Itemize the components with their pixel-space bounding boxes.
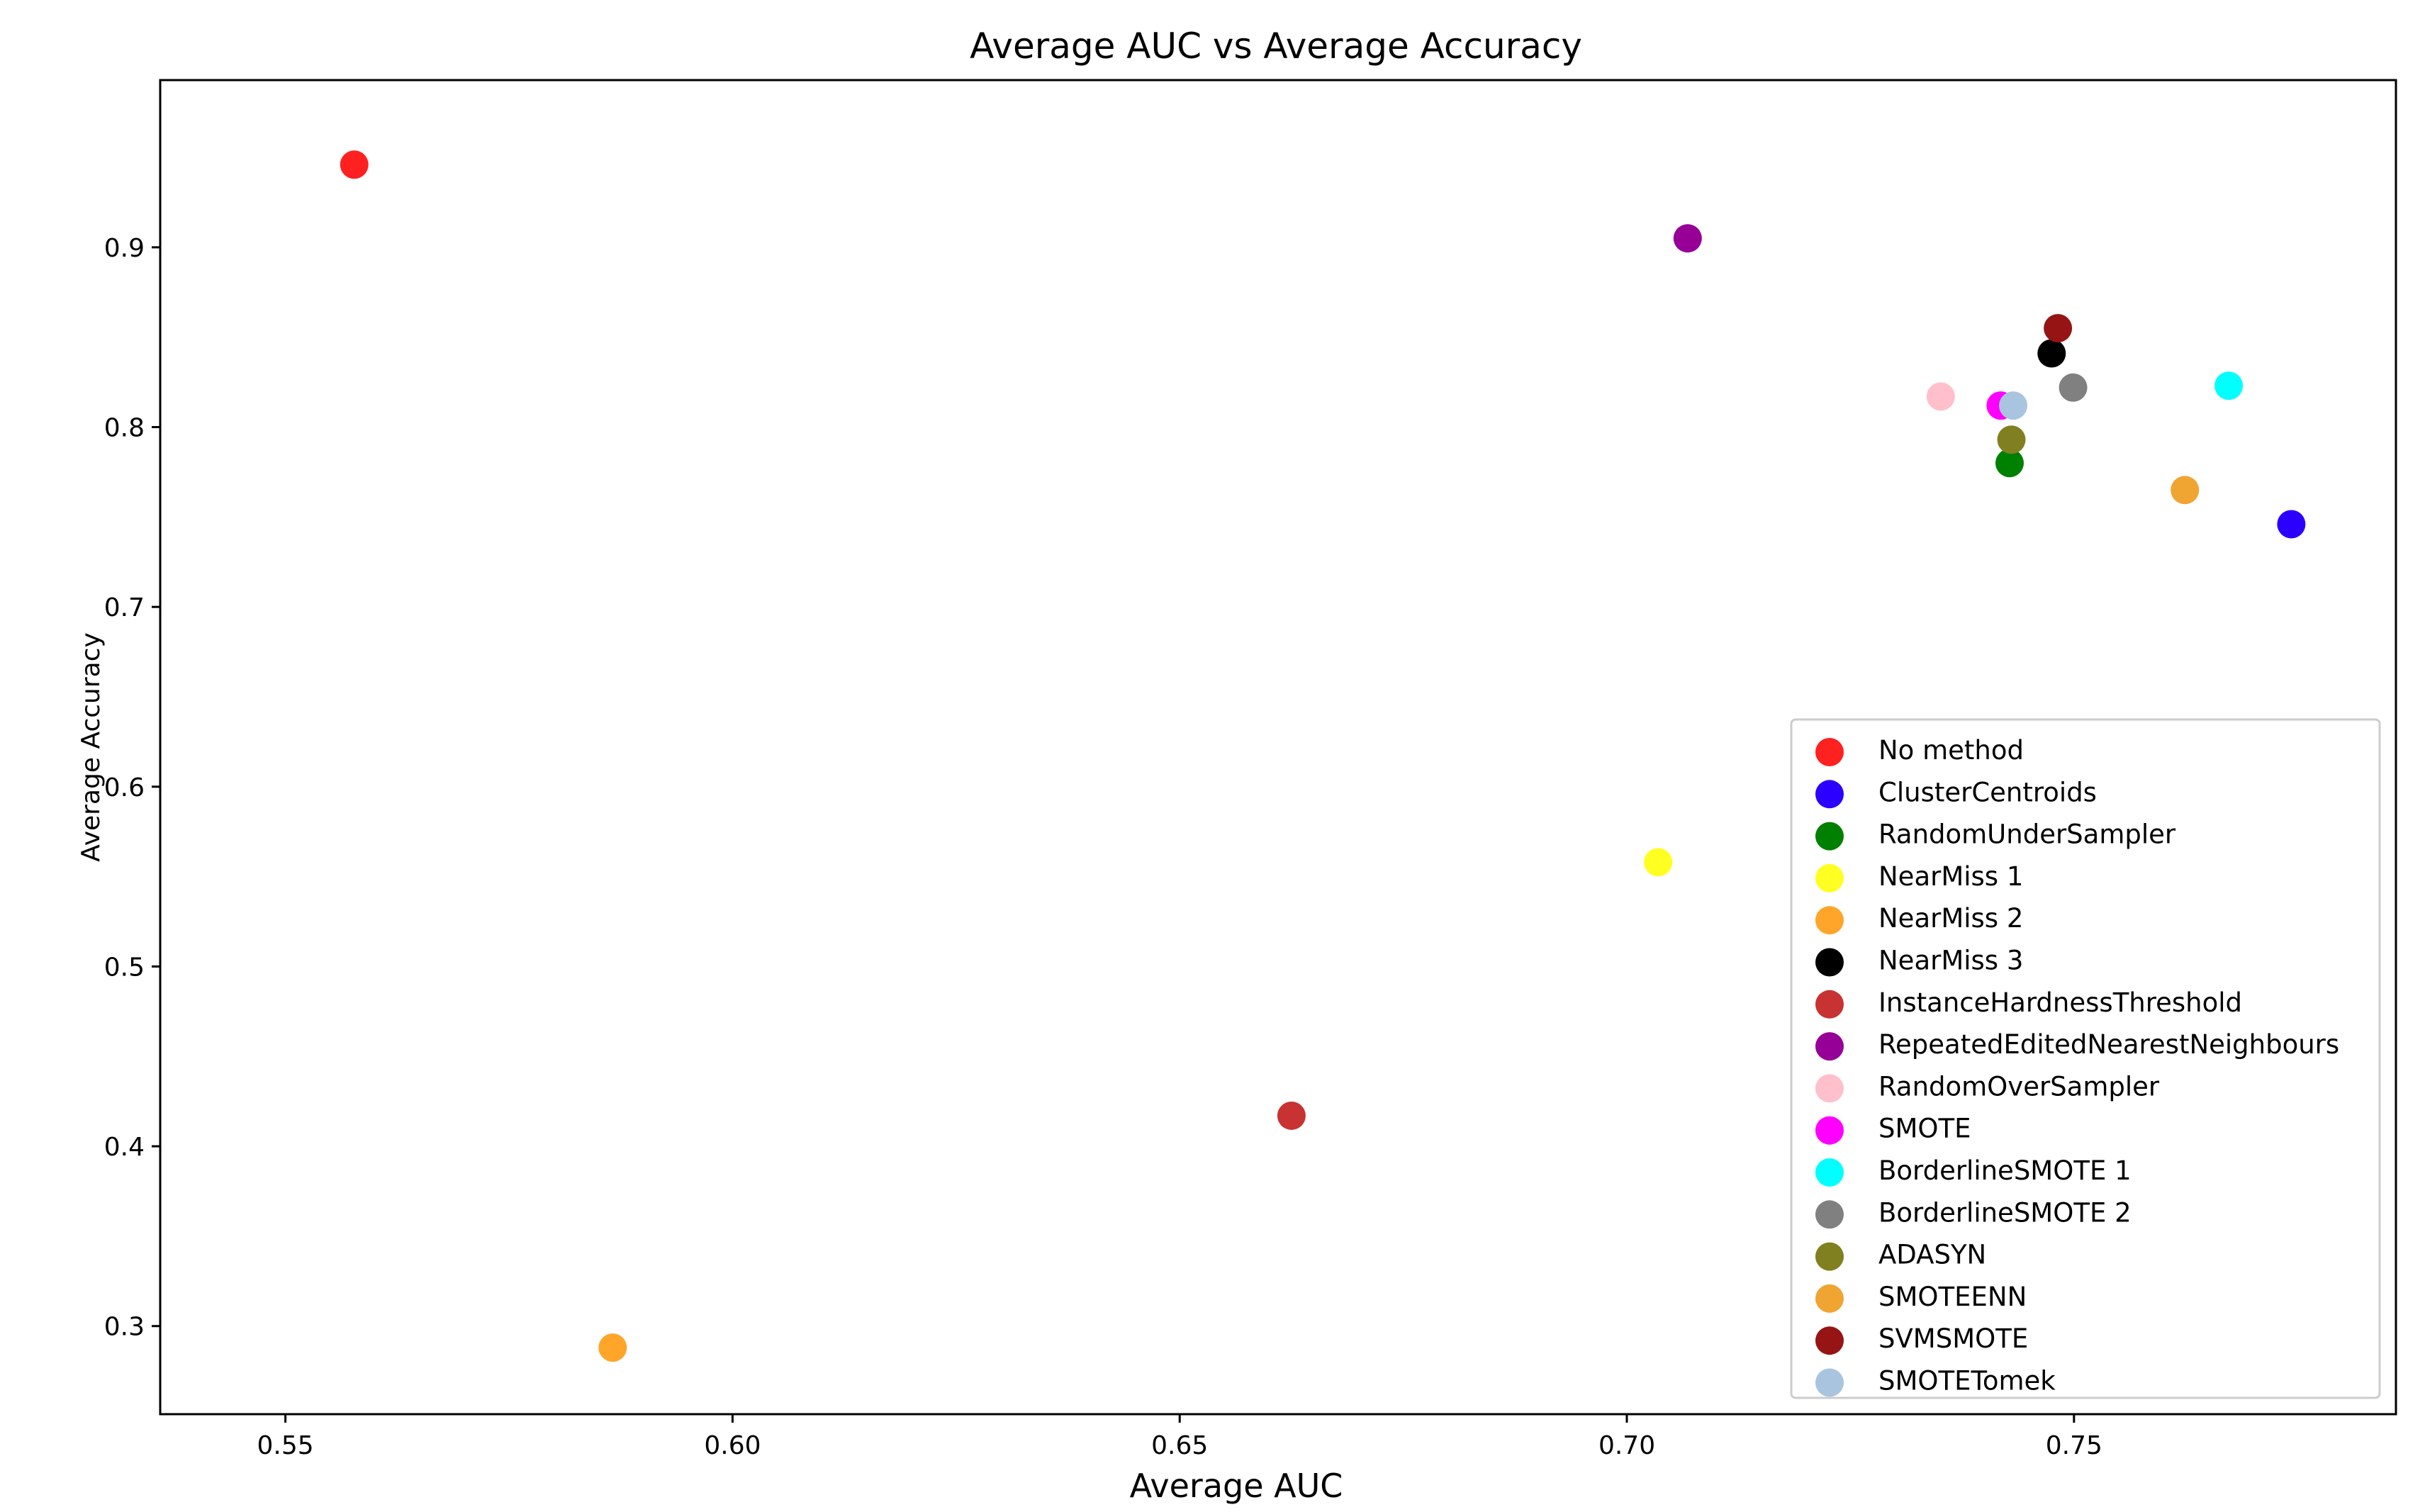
legend-marker	[1815, 738, 1844, 766]
legend-marker	[1815, 1032, 1844, 1061]
x-tick-label: 0.70	[1598, 1431, 1655, 1460]
legend-label: BorderlineSMOTE 1	[1878, 1155, 2132, 1186]
plot-area-frame	[159, 79, 2397, 1416]
chart-title: Average AUC vs Average Accuracy	[970, 26, 1582, 67]
x-axis-ticks: 0.55 0.60 0.65 0.70 0.75	[257, 1414, 2102, 1460]
x-axis-label: Average AUC	[1130, 1467, 1343, 1505]
y-tick-label: 0.7	[104, 593, 145, 622]
legend-marker	[1815, 1116, 1844, 1145]
legend-label: ClusterCentroids	[1878, 777, 2097, 807]
data-point	[2044, 314, 2073, 343]
data-point	[598, 1333, 627, 1362]
legend-label: SVMSMOTE	[1878, 1323, 2028, 1354]
data-point	[1999, 391, 2028, 420]
y-tick-label: 0.5	[104, 953, 145, 982]
legend-marker	[1815, 1326, 1844, 1355]
legend-label: RepeatedEditedNearestNeighbours	[1878, 1029, 2339, 1060]
data-point	[2037, 339, 2066, 368]
legend-label: SMOTETomek	[1878, 1366, 2056, 1396]
data-point	[1997, 425, 2026, 454]
y-tick-label: 0.9	[104, 234, 145, 263]
legend-label: NearMiss 3	[1878, 946, 2023, 976]
x-tick-label: 0.60	[704, 1431, 761, 1460]
data-point	[2059, 373, 2088, 402]
y-tick-label: 0.3	[104, 1313, 145, 1342]
y-tick-label: 0.6	[104, 773, 145, 802]
data-point	[2214, 371, 2244, 401]
legend-label: BorderlineSMOTE 2	[1878, 1197, 2132, 1228]
y-tick-label: 0.8	[104, 414, 145, 443]
legend-label: No method	[1878, 735, 2024, 766]
legend-marker	[1815, 1242, 1844, 1271]
legend-frame	[1790, 718, 2381, 1399]
legend-label: RandomOverSampler	[1878, 1071, 2160, 1102]
data-points	[340, 150, 2306, 1362]
x-tick-label: 0.65	[1151, 1431, 1208, 1460]
legend-label: SMOTE	[1878, 1114, 1971, 1144]
legend: No method ClusterCentroids RandomUnderSamp…	[1790, 718, 2381, 1399]
data-point	[1673, 224, 1702, 253]
y-axis-ticks: 0.3 0.4 0.5 0.6 0.7 0.8 0.9	[104, 234, 160, 1342]
x-tick-label: 0.75	[2046, 1431, 2102, 1460]
legend-marker	[1815, 1284, 1844, 1313]
legend-label: NearMiss 2	[1878, 903, 2023, 934]
legend-marker	[1815, 1368, 1844, 1397]
data-point	[1995, 449, 2024, 478]
legend-label: RandomUnderSampler	[1878, 819, 2176, 850]
y-tick-label: 0.4	[104, 1133, 145, 1162]
data-point	[340, 150, 369, 179]
legend-marker	[1815, 822, 1844, 851]
legend-marker	[1815, 948, 1844, 977]
data-point	[2171, 476, 2200, 505]
x-tick-label: 0.55	[257, 1431, 314, 1460]
legend-marker	[1815, 780, 1844, 809]
legend-marker	[1815, 1158, 1844, 1187]
data-point	[1277, 1101, 1306, 1130]
data-point	[1644, 848, 1673, 877]
y-axis-label: Average Accuracy	[77, 632, 106, 862]
legend-marker	[1815, 990, 1844, 1019]
legend-marker	[1815, 1074, 1844, 1103]
legend-label: SMOTEENN	[1878, 1282, 2027, 1312]
legend-marker	[1815, 1200, 1844, 1229]
legend-marker	[1815, 906, 1844, 935]
legend-label: NearMiss 1	[1878, 861, 2023, 892]
legend-marker	[1815, 863, 1844, 892]
data-point	[2277, 510, 2306, 539]
data-point	[1926, 382, 1955, 411]
legend-label: InstanceHardnessThreshold	[1878, 987, 2242, 1018]
legend-label: ADASYN	[1878, 1240, 1986, 1270]
